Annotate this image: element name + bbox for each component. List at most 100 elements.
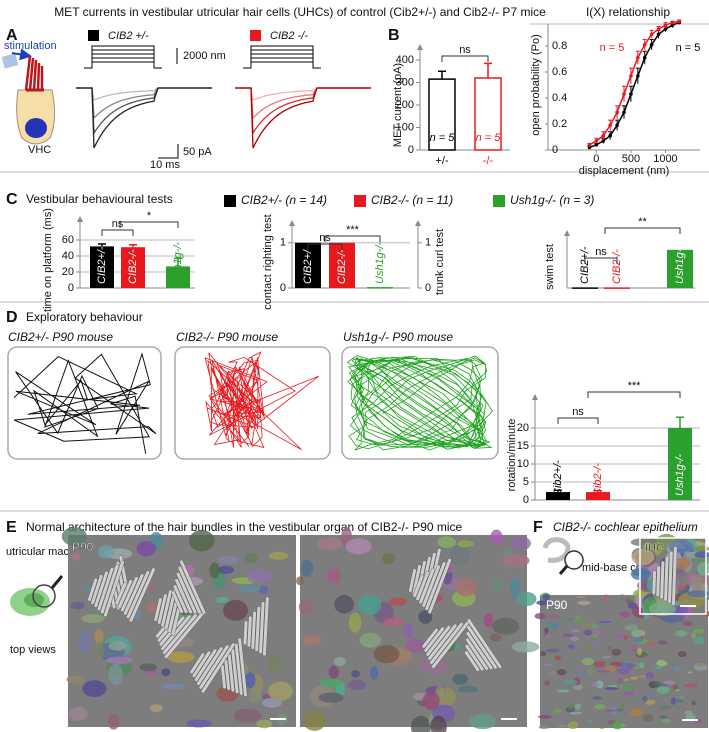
y-axis-label: time on platform (ms) <box>42 208 54 312</box>
error-bar <box>554 489 562 493</box>
hair-bundle <box>171 559 207 615</box>
texture <box>612 722 623 730</box>
texture <box>553 708 562 714</box>
stimulation-label: stimulation <box>4 40 57 52</box>
locomotion-track <box>204 351 319 450</box>
texture <box>653 681 662 687</box>
texture <box>534 613 546 620</box>
y-tick-label: 200 <box>396 99 414 111</box>
texture <box>675 688 680 692</box>
texture <box>597 670 610 673</box>
track-label: CIB2-/- P90 mouse <box>176 330 278 344</box>
legend-swatch <box>493 195 505 207</box>
x-tick-label: 1000 <box>653 153 677 165</box>
texture <box>209 562 220 579</box>
hair-bundle <box>87 560 125 618</box>
texture <box>675 699 684 703</box>
texture <box>489 633 502 642</box>
y-tick-label: 0.6 <box>552 66 567 78</box>
texture <box>691 575 704 593</box>
texture <box>326 568 341 584</box>
stereocilium <box>655 565 661 598</box>
texture <box>359 632 381 648</box>
texture <box>631 645 638 653</box>
texture <box>457 540 474 548</box>
y-tick-label: 400 <box>396 54 414 66</box>
stereocilium <box>103 560 125 618</box>
texture <box>542 663 553 666</box>
texture <box>405 638 427 653</box>
stereocilium <box>172 584 189 614</box>
axis-arrow <box>289 220 295 226</box>
texture <box>318 692 344 703</box>
hair-bundle <box>189 642 236 694</box>
x-tick-label: -/- <box>483 155 494 167</box>
texture <box>569 629 580 632</box>
texture <box>658 640 668 645</box>
cochlea-illustration <box>542 537 584 575</box>
texture <box>422 691 440 710</box>
texture <box>217 555 239 564</box>
texture <box>511 641 540 653</box>
significance-label: ns <box>459 44 471 56</box>
hair-bundle <box>412 558 452 615</box>
texture <box>590 641 599 646</box>
texture <box>546 622 559 629</box>
texture <box>591 624 599 629</box>
scale-bar <box>158 144 179 159</box>
texture <box>449 544 471 565</box>
data-point <box>663 23 668 28</box>
x-tick-label: 500 <box>622 153 640 165</box>
texture <box>598 621 612 624</box>
hair-bundle <box>421 620 470 669</box>
texture <box>687 590 709 598</box>
panel-title: Exploratory behaviour <box>26 310 143 324</box>
stereocilium <box>659 560 665 600</box>
texture <box>617 669 630 675</box>
texture <box>258 585 269 595</box>
hair-bundle <box>114 567 156 623</box>
x-tick-label: 0 <box>593 153 599 165</box>
texture <box>580 623 595 628</box>
texture <box>490 529 503 546</box>
texture <box>577 600 591 606</box>
stereocilium <box>651 570 657 595</box>
y-axis-label: MET current (pA) <box>392 63 404 147</box>
bar-category-label: Ush1g-/- <box>374 241 386 284</box>
panel-title: Vestibular behavioural tests <box>26 192 173 206</box>
hair-cell-illustration <box>1 48 56 145</box>
organ-label: utricular macula <box>6 546 85 558</box>
texture <box>561 633 573 637</box>
texture <box>603 594 609 603</box>
texture <box>617 677 623 684</box>
texture <box>677 651 687 658</box>
locomotion-track <box>346 355 493 451</box>
scale-label: 10 ms <box>150 159 180 171</box>
data-point <box>663 27 668 31</box>
data-point <box>608 123 612 128</box>
stereocilium <box>262 596 270 657</box>
texture <box>691 700 696 706</box>
locomotion-track <box>13 352 157 454</box>
y-tick-label: 5 <box>523 476 529 488</box>
texture <box>623 691 635 696</box>
data-point <box>629 74 633 78</box>
texture <box>626 595 637 600</box>
texture <box>434 687 456 707</box>
axis-arrow <box>564 230 570 236</box>
texture <box>679 695 685 700</box>
bar-category-label: Ush1g-/- <box>674 241 686 284</box>
texture <box>576 595 587 599</box>
y-tick-label: 10 <box>517 458 529 470</box>
error-bar <box>676 416 684 428</box>
texture <box>693 628 705 634</box>
error-bar <box>174 257 182 267</box>
bar-category-label: Cib2-/- <box>592 463 604 496</box>
texture <box>136 541 156 557</box>
texture <box>645 692 657 695</box>
texture <box>70 601 85 610</box>
texture <box>237 584 261 593</box>
data-point <box>670 23 675 28</box>
texture <box>106 656 133 665</box>
stereocilium <box>194 648 218 682</box>
